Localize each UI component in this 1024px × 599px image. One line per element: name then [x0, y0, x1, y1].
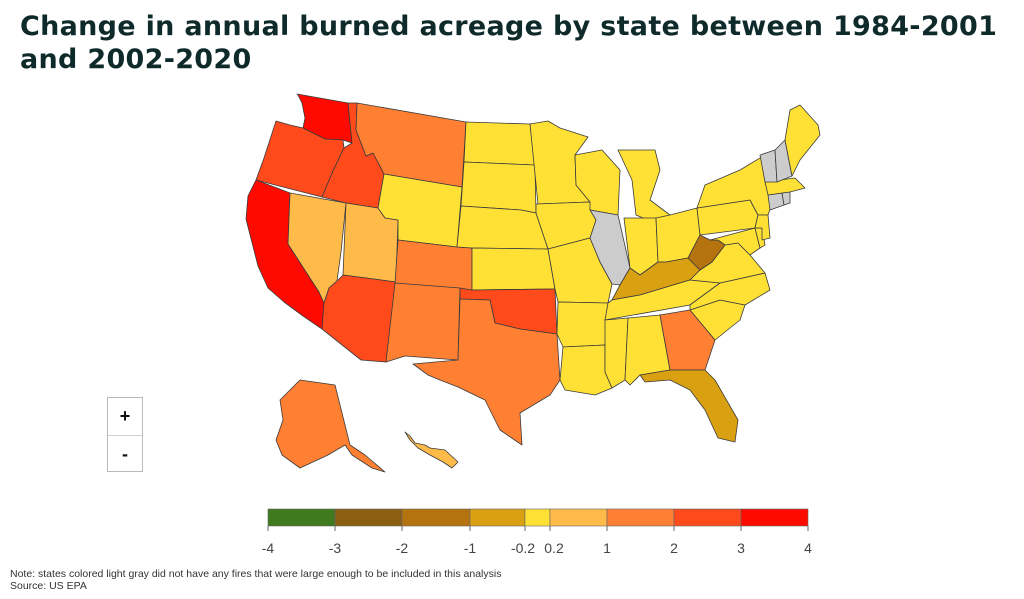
legend-bin [673, 508, 742, 527]
legend-bin [524, 508, 551, 527]
legend-tick-label: 3 [737, 540, 745, 556]
state-ga[interactable] [659, 309, 716, 371]
zoom-out-button[interactable]: - [122, 444, 128, 464]
legend-tick-label: -1 [464, 540, 477, 556]
legend-tick-label: 4 [804, 540, 812, 556]
state-tx[interactable] [412, 298, 561, 446]
legend-tick-label: -2 [396, 540, 409, 556]
state-hi[interactable] [404, 431, 459, 469]
legend-bin [334, 508, 403, 527]
source-text: Source: US EPA [10, 580, 87, 592]
zoom-control: + - [107, 397, 143, 472]
legend-bin [549, 508, 608, 527]
zoom-divider [108, 435, 142, 436]
legend-bin [401, 508, 471, 527]
zoom-in-button[interactable]: + [119, 406, 131, 426]
state-nm[interactable] [385, 282, 461, 363]
footnote: Note: states colored light gray did not … [10, 568, 501, 592]
legend-bins [267, 508, 809, 527]
legend-bin [469, 508, 526, 527]
chart-title: Change in annual burned acreage by state… [20, 11, 998, 75]
legend-tick-label: 2 [670, 540, 678, 556]
state-nj[interactable] [754, 214, 771, 241]
note-text: Note: states colored light gray did not … [10, 568, 502, 580]
legend-bin [606, 508, 675, 527]
legend-tick-label: -4 [262, 540, 275, 556]
legend-tick-label: 1 [603, 540, 611, 556]
state-fl[interactable] [639, 369, 739, 443]
state-wy[interactable] [377, 173, 463, 248]
legend-tick-label: 0.2 [544, 540, 564, 556]
state-or[interactable] [255, 120, 345, 198]
legend-bin [740, 508, 809, 527]
state-il[interactable] [589, 209, 631, 286]
legend-ticks: -4 -3 -2 -1 -0.2 0.2 1 2 3 4 [262, 526, 812, 556]
state-me[interactable] [784, 104, 821, 177]
state-ak[interactable] [275, 379, 386, 473]
legend-bin [267, 508, 336, 527]
legend-tick-label: -3 [329, 540, 342, 556]
legend-tick-label: -0.2 [511, 540, 535, 556]
